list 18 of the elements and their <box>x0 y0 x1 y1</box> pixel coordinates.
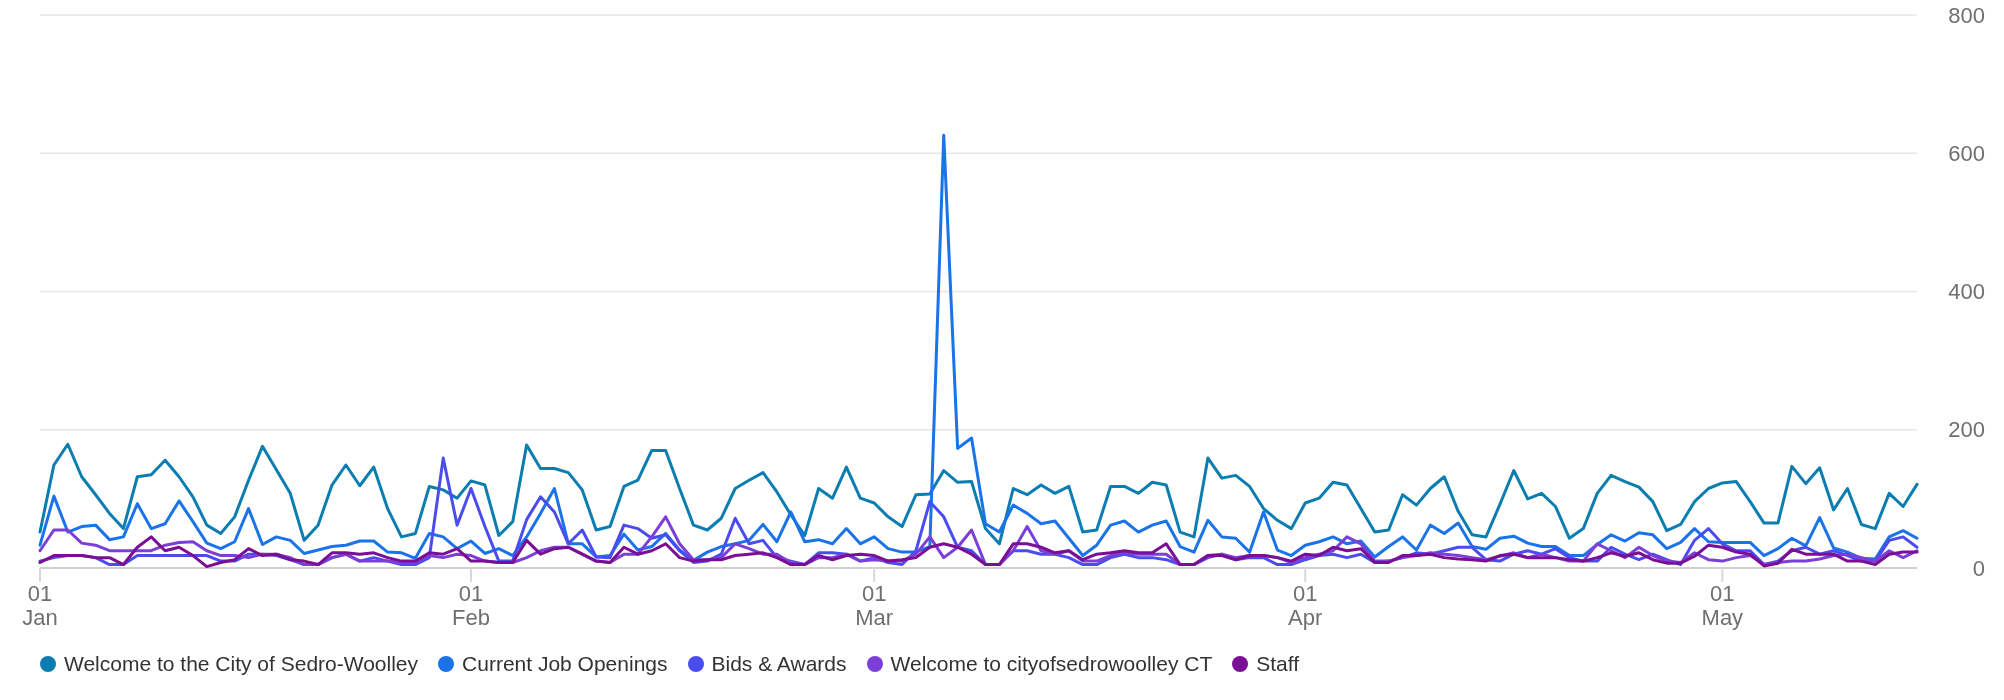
legend-label: Bids & Awards <box>711 652 847 676</box>
y-tick-label: 200 <box>1948 417 1985 443</box>
legend-label: Current Job Openings <box>462 652 668 676</box>
y-tick-label: 800 <box>1948 2 1985 28</box>
legend-label: Staff <box>1256 652 1300 676</box>
legend-label: Welcome to the City of Sedro-Woolley <box>64 652 419 676</box>
line-series <box>38 133 1919 562</box>
x-tick-label: 01 Jan <box>22 581 58 630</box>
x-tick-label: 01 Apr <box>1288 581 1323 630</box>
line-series <box>38 442 1919 546</box>
y-tick-label: 600 <box>1948 140 1985 166</box>
x-tick-label: 01 Mar <box>855 581 894 630</box>
line-series <box>38 535 1919 569</box>
x-tick-label: 01 May <box>1701 581 1744 630</box>
legend-label: Welcome to cityofsedrowoolley CT <box>890 652 1213 676</box>
y-tick-label: 0 <box>1972 555 1985 581</box>
y-tick-label: 400 <box>1948 279 1985 305</box>
x-tick-label: 01 Feb <box>452 581 490 630</box>
